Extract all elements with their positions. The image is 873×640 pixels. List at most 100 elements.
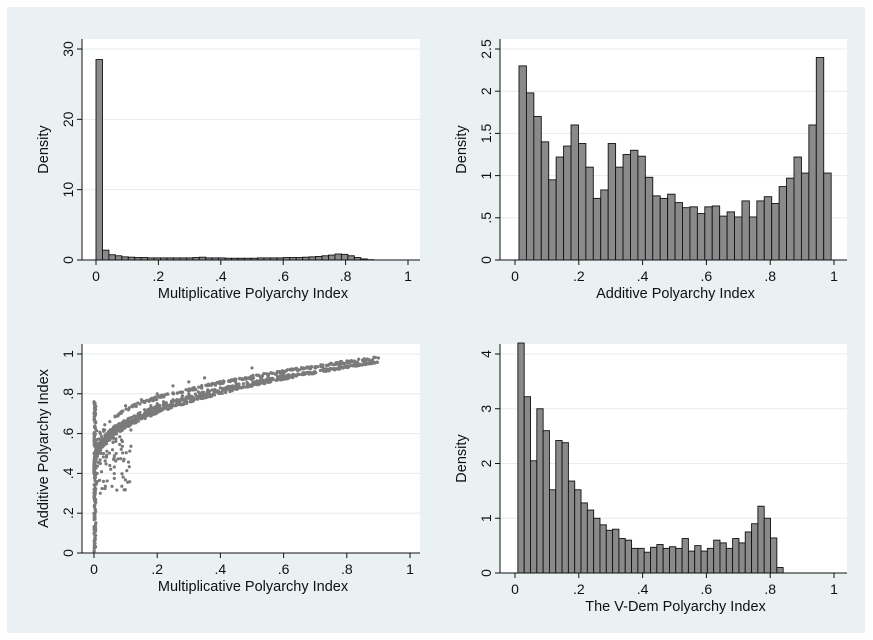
histogram-bar [689,206,698,261]
scatter-point [100,439,104,443]
scatter-point [270,376,274,380]
scatter-point [110,484,114,488]
histogram-bar [328,254,336,261]
scatter-point [120,484,124,488]
scatter-point [121,459,126,463]
scatter-point [128,480,132,484]
y-tick-label: 1 [478,171,494,179]
scatter-point [119,410,123,414]
histogram-bar [741,200,750,261]
y-tick-label: 2.5 [478,39,494,59]
scatter-point [129,428,133,432]
scatter-point [243,385,247,389]
histogram-bar [340,253,349,261]
scatter-point [285,374,289,378]
histogram-bar [719,542,727,574]
scatter-point [118,442,122,447]
scatter-point [112,436,116,440]
scatter-point [116,457,120,461]
scatter-point [93,420,97,424]
scatter-point [126,417,130,421]
scatter-point [204,383,208,387]
x-tick-label: 0 [511,581,519,597]
histogram-bar [548,179,557,261]
y-tick-label: .2 [60,507,76,519]
scatter-point [122,488,126,492]
scatter-point [192,388,196,392]
scatter-point [121,475,125,479]
y-tick-label: 1.5 [478,123,494,143]
histogram-bar [674,202,683,261]
chart-panel-3: 0 .2 .4 .6 .8 1 0 .2 .4 .6 .8 1 Multiplicative Polya… [36,344,420,595]
scatter-point [301,372,305,376]
histogram-bar [756,200,765,261]
scatter-point [105,449,109,453]
scatter-point [93,475,97,480]
x-tick-label: .2 [151,561,163,577]
histogram-bar [669,546,677,574]
scatter-point [130,404,134,408]
scatter-point [367,361,371,366]
x-tick-label: .6 [278,561,290,577]
scatter-point [93,403,97,407]
scatter-point [93,541,97,545]
scatter-point [130,416,134,420]
scatter-point [126,460,131,464]
scatter-point [101,479,106,483]
histogram-bar [347,255,355,261]
scatter-point [108,420,112,424]
scatter-point [212,391,216,395]
scatter-point [103,484,107,488]
scatter-point [92,432,96,436]
scatter-point [92,496,96,501]
scatter-point [125,469,129,473]
scatter-point [142,408,147,412]
x-tick-label: 0 [90,561,98,577]
histogram-bar [682,207,691,261]
scatter-point [197,385,201,389]
histogram-bar [607,143,617,261]
x-tick-label: .2 [153,268,165,284]
scatter-point [129,422,133,427]
scatter-point [153,412,157,416]
scatter-point [292,367,296,371]
histogram-bar [650,546,658,574]
scatter-point [283,369,287,373]
scatter-point [118,435,122,439]
histogram-bar [694,545,702,574]
scatter-point [98,432,102,436]
scatter-point [101,451,106,456]
scatter-point [289,368,293,372]
histogram-bar [786,177,795,261]
scatter-point [345,360,349,364]
scatter-point [118,429,122,433]
histogram-bar [667,193,676,261]
scatter-point [327,367,331,372]
scatter-point [98,458,102,462]
scatter-point [98,461,102,466]
histogram-bar [675,547,683,574]
x-tick-label: 1 [406,561,414,577]
scatter-point [112,454,116,458]
histogram-bar [586,509,595,574]
histogram-bar [734,216,743,261]
histogram-bar [574,489,582,574]
histogram-bar [530,460,538,574]
scatter-point [158,394,162,399]
scatter-point [171,384,175,388]
histogram-bar [578,143,587,261]
scatter-point [178,390,182,394]
scatter-point [104,462,108,466]
scatter-point [132,414,136,418]
scatter-point [142,415,146,420]
scatter-point [92,400,96,404]
x-tick-label: 0 [92,268,100,284]
scatter-point [92,491,96,495]
histogram-bar [108,254,116,261]
scatter-point [210,388,214,392]
scatter-point [128,449,132,453]
y-tick-label: 0 [478,256,494,264]
scatter-point [94,533,98,537]
scatter-point [92,531,96,535]
scatter-point [357,357,361,361]
